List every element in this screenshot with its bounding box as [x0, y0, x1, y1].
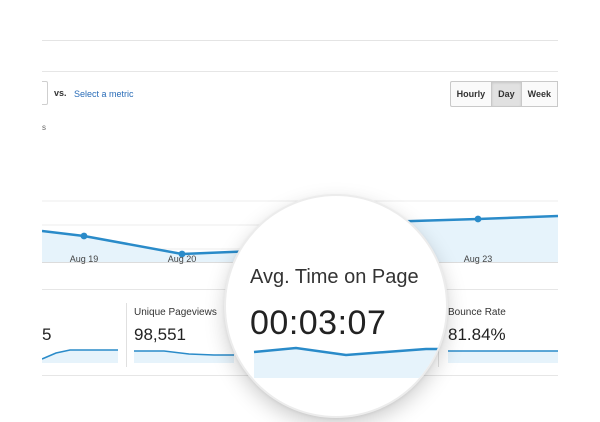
- metric-select[interactable]: [42, 81, 48, 105]
- range-toggle: Hourly Day Week: [449, 81, 558, 107]
- sessions-value: 5: [42, 325, 52, 344]
- scorecard-separator: [126, 303, 127, 367]
- unique-pageviews-sparkline: [134, 350, 234, 363]
- hourly-button[interactable]: Hourly: [451, 82, 493, 106]
- metric-tick-label: s: [42, 123, 46, 132]
- x-tick-aug-19: Aug 19: [69, 254, 99, 264]
- unique-pageviews-label: Unique Pageviews: [134, 307, 217, 318]
- week-button[interactable]: Week: [522, 82, 558, 106]
- toolbar-divider: [42, 71, 558, 72]
- vs-label: vs.: [54, 88, 67, 98]
- bounce-rate-label: Bounce Rate: [448, 307, 506, 318]
- select-metric-link[interactable]: Select a metric: [74, 89, 134, 99]
- sessions-sparkline: [42, 349, 118, 363]
- x-tick-aug-20: Aug 20: [167, 254, 197, 264]
- x-tick-aug-23: Aug 23: [463, 254, 493, 264]
- avg-time-on-page-sparkline: [253, 346, 446, 378]
- bounce-rate-value: 81.84%: [448, 325, 506, 344]
- chart-point[interactable]: [474, 215, 482, 223]
- unique-pageviews-value: 98,551: [134, 325, 186, 344]
- magnifier-lens: Avg. Time on Page 00:03:07: [226, 196, 446, 416]
- chart-point[interactable]: [80, 232, 88, 240]
- avg-time-on-page-value: 00:03:07: [250, 304, 387, 342]
- avg-time-on-page-label: Avg. Time on Page: [250, 266, 419, 288]
- chart-point[interactable]: [178, 250, 186, 258]
- day-button[interactable]: Day: [492, 82, 522, 106]
- bounce-rate-sparkline: [448, 350, 558, 363]
